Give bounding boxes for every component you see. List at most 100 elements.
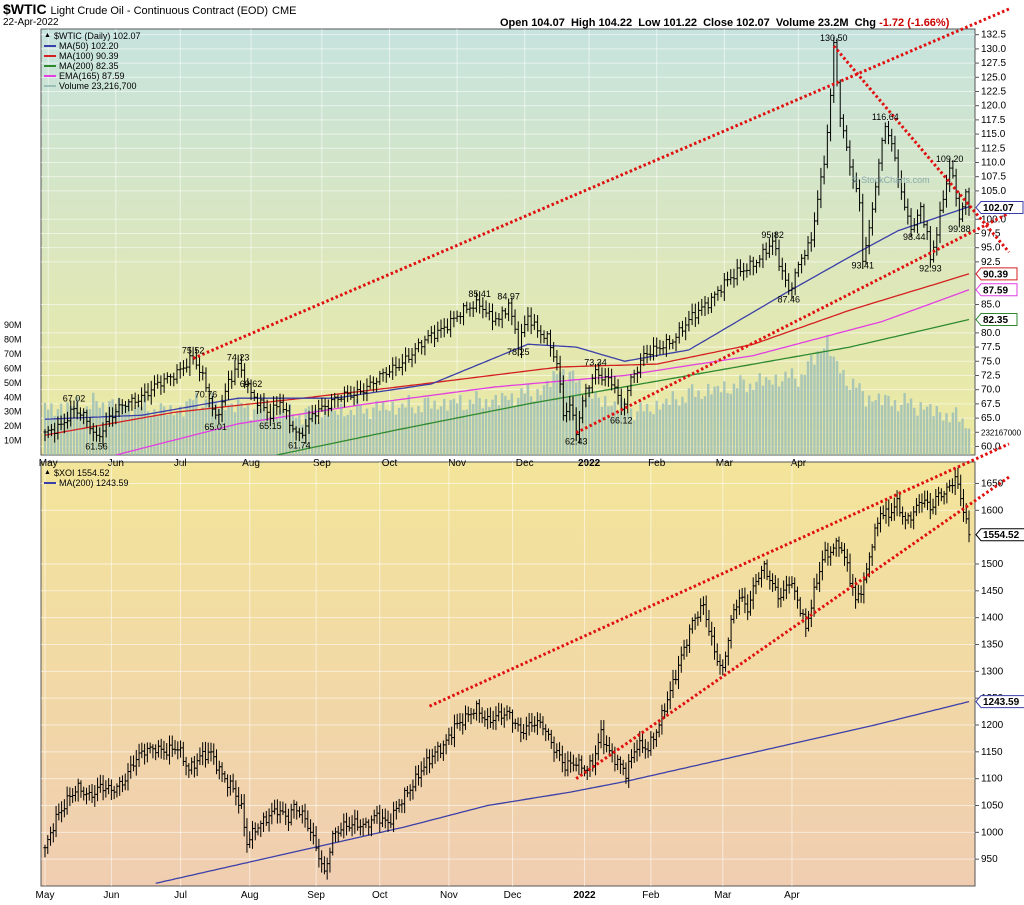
volume-bar (204, 399, 208, 455)
lower-month-label: Sep (307, 890, 325, 901)
volume-bar (185, 401, 188, 455)
lower-month-label: Jun (103, 890, 119, 901)
upper-ytick-label: 67.5 (981, 399, 1001, 410)
volume-bar (211, 392, 214, 455)
lower-ytick-label: 1350 (981, 639, 1004, 650)
volume-bar (510, 393, 514, 455)
volume-bar (642, 411, 646, 455)
volume-bar (867, 395, 871, 455)
volume-bar (652, 414, 655, 455)
lower-ytick-label: 1050 (981, 800, 1004, 811)
volume-bar (140, 406, 143, 455)
volume-bar (748, 383, 752, 455)
upper-month-label: Sep (313, 458, 331, 469)
volume-bar (626, 412, 629, 455)
volume-bar (620, 397, 623, 455)
volume-bar (800, 374, 803, 455)
ma200-line (276, 318, 970, 455)
volume-bar (781, 381, 784, 455)
price-label: 73.34 (584, 358, 607, 368)
volume-bar (417, 406, 420, 455)
volume-bar (954, 407, 958, 455)
volume-bar (858, 383, 861, 455)
volume-bar (845, 385, 848, 455)
volume-bar (787, 377, 790, 455)
volume-bar (829, 356, 832, 455)
volume-bar (768, 380, 771, 455)
price-label: 65.01 (204, 422, 227, 432)
volume-axis-label: 50M (4, 378, 22, 388)
volume-bar (758, 373, 761, 455)
volume-bar (742, 379, 745, 455)
volume-bar (301, 424, 304, 455)
upper-ytick-label: 232167000 (981, 428, 1022, 437)
volume-bar (404, 407, 407, 455)
volume-bar (587, 388, 591, 455)
volume-bar (278, 408, 282, 455)
upper-panel (40, 28, 976, 456)
volume-bar (233, 412, 237, 455)
legend-item: MA(200) 1243.59 (44, 478, 129, 488)
volume-bar (913, 407, 916, 455)
legend-label: MA(200) 82.35 (59, 61, 119, 71)
upper-ytick-label: 110.0 (981, 157, 1006, 168)
volume-axis-label: 80M (4, 335, 22, 345)
volume-bar (526, 384, 530, 455)
legend-item: MA(200) 82.35 (44, 61, 140, 71)
volume-bar (349, 410, 353, 455)
volume-bar (546, 381, 549, 455)
volume-bar (884, 394, 887, 455)
volume-bar (121, 405, 124, 455)
upper-ytick-label: 120.0 (981, 101, 1006, 112)
volume-value: 23.2M (817, 17, 849, 29)
volume-bar (433, 400, 436, 455)
volume-bar (414, 413, 417, 455)
volume-bar (945, 413, 948, 455)
lower-month-label: Mar (714, 890, 732, 901)
volume-bar (900, 404, 903, 455)
upper-ytick-label: 105.0 (981, 186, 1006, 197)
volume-bar (893, 400, 897, 455)
volume-bar (739, 375, 742, 455)
volume-bar (471, 403, 475, 455)
lower-ytick-label: 1150 (981, 747, 1003, 758)
volume-bar (919, 402, 922, 455)
volume-axis-label: 60M (4, 363, 22, 373)
lower-ytick-label: 1100 (981, 774, 1003, 785)
upper-month-label: Nov (448, 458, 466, 469)
volume-bar (484, 399, 488, 455)
volume-bar (381, 401, 385, 455)
lower-month-label: Oct (372, 890, 388, 901)
price-label: 116.64 (872, 112, 899, 122)
symbol: $WTIC (3, 1, 47, 17)
volume-bar (536, 389, 539, 455)
price-label: 66.12 (610, 416, 633, 426)
volume-bar (694, 396, 697, 455)
volume-bar (674, 399, 678, 455)
lower-month-label: May (36, 890, 55, 901)
volume-bar (339, 403, 343, 455)
low-value: 101.22 (663, 17, 697, 29)
volume-bar (333, 410, 336, 455)
lower-ytick-label: 1650 (981, 478, 1004, 489)
volume-bar (864, 406, 868, 455)
volume-bar (282, 410, 285, 455)
volume-bar (616, 410, 620, 455)
volume-bar (678, 405, 681, 455)
price-label: 70.76 (195, 389, 218, 399)
volume-bar (961, 418, 964, 455)
legend-label: EMA(165) 87.59 (59, 71, 125, 81)
volume-bar (507, 399, 510, 455)
volume-bar (124, 405, 127, 455)
lower-month-label: Aug (241, 890, 259, 901)
upper-month-label: Jun (108, 458, 124, 469)
volume-bar (182, 416, 185, 455)
instrument-name: Light Crude Oil - Continuous Contract (E… (50, 5, 269, 17)
upper-trendline (575, 211, 1010, 435)
upper-month-label: Mar (716, 458, 734, 469)
volume-bar (356, 398, 359, 455)
volume-bar (500, 392, 504, 455)
volume-bar (755, 381, 758, 455)
legend-swatch (44, 75, 56, 77)
volume-bar (542, 385, 546, 455)
